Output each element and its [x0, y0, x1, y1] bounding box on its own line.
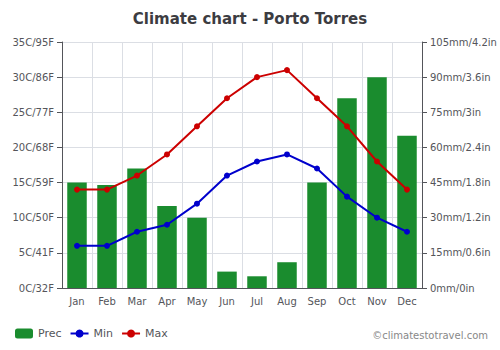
svg-text:Mar: Mar [128, 296, 148, 307]
svg-text:Min: Min [94, 327, 114, 340]
svg-text:35C/95F: 35C/95F [12, 37, 54, 48]
svg-text:30mm/1.2in: 30mm/1.2in [430, 212, 491, 223]
svg-text:90mm/3.6in: 90mm/3.6in [430, 72, 491, 83]
svg-text:5C/41F: 5C/41F [19, 247, 54, 258]
svg-text:Aug: Aug [277, 296, 297, 307]
svg-text:15C/59F: 15C/59F [12, 177, 54, 188]
svg-text:30C/86F: 30C/86F [12, 72, 54, 83]
svg-text:75mm/3in: 75mm/3in [430, 107, 481, 118]
svg-text:Jun: Jun [218, 296, 235, 307]
svg-text:25C/77F: 25C/77F [12, 107, 54, 118]
svg-text:Apr: Apr [158, 296, 176, 307]
svg-text:Dec: Dec [397, 296, 416, 307]
svg-text:Sep: Sep [308, 296, 327, 307]
svg-text:0C/32F: 0C/32F [19, 283, 54, 294]
svg-text:©climatestotravel.com: ©climatestotravel.com [372, 330, 488, 341]
svg-text:45mm/1.8in: 45mm/1.8in [430, 177, 491, 188]
svg-text:10C/50F: 10C/50F [12, 212, 54, 223]
svg-text:Max: Max [145, 327, 168, 340]
svg-text:May: May [187, 296, 208, 307]
svg-text:Jan: Jan [68, 296, 84, 307]
svg-text:Jul: Jul [250, 296, 263, 307]
svg-text:60mm/2.4in: 60mm/2.4in [430, 142, 491, 153]
svg-text:Climate chart - Porto Torres: Climate chart - Porto Torres [133, 10, 367, 28]
svg-text:20C/68F: 20C/68F [12, 142, 54, 153]
svg-text:0mm/0in: 0mm/0in [430, 283, 475, 294]
svg-text:Feb: Feb [98, 296, 116, 307]
svg-text:15mm/0.6in: 15mm/0.6in [430, 247, 491, 258]
svg-text:Nov: Nov [367, 296, 387, 307]
svg-text:Oct: Oct [338, 296, 355, 307]
svg-text:105mm/4.2in: 105mm/4.2in [430, 37, 497, 48]
svg-text:Prec: Prec [38, 327, 62, 340]
